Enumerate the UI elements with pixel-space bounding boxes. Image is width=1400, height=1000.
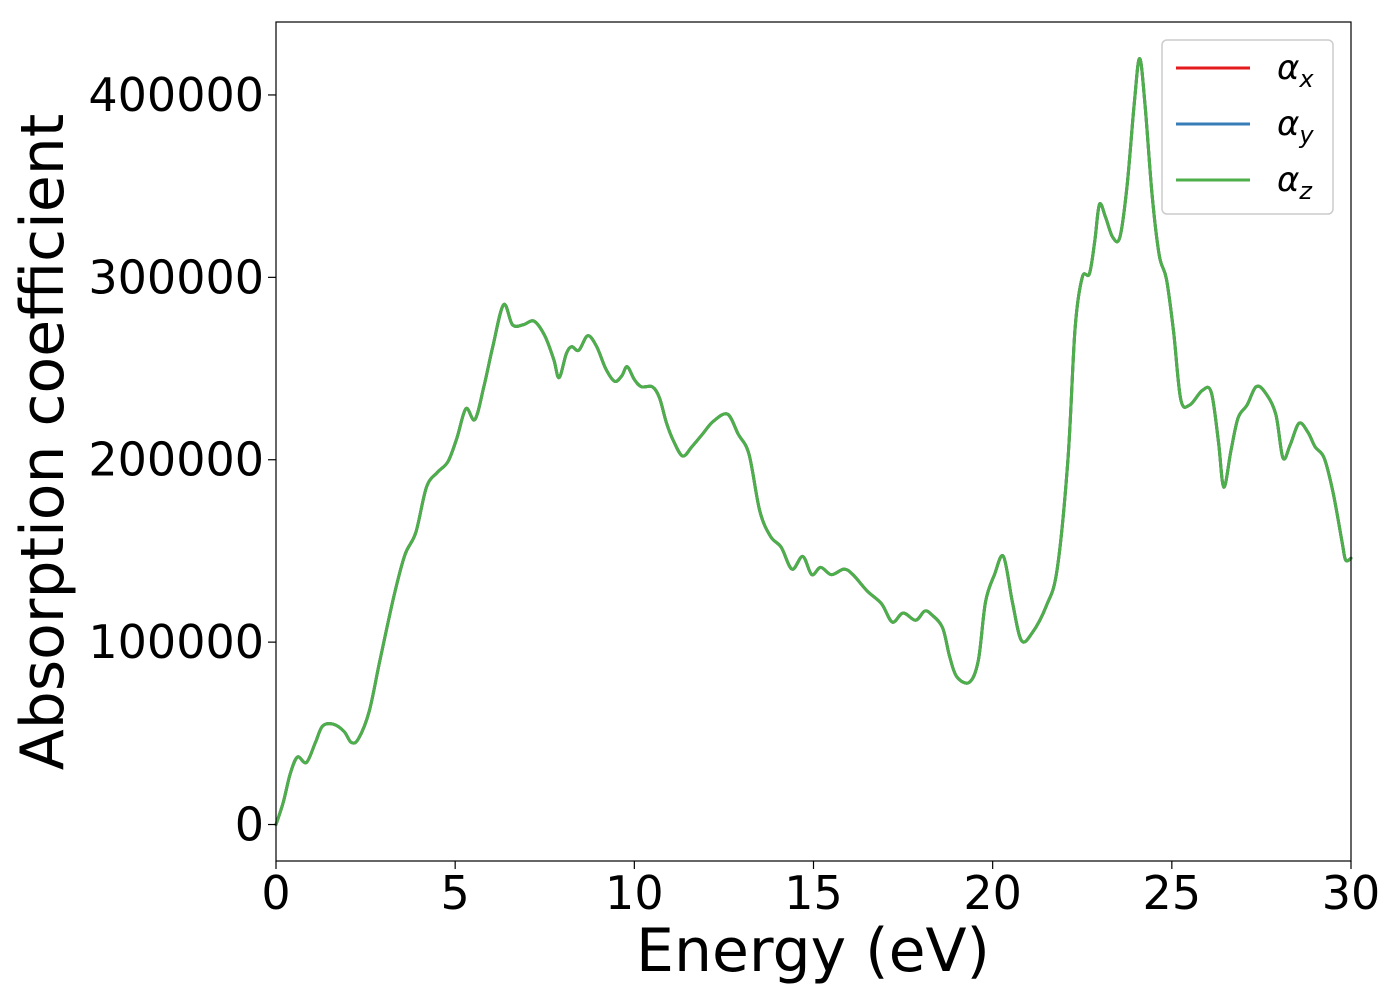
legend-label-z: αz — [1277, 160, 1313, 205]
x-tick-label: 0 — [261, 866, 290, 920]
legend-label-y: αy — [1277, 104, 1314, 149]
y-axis-title: Absorption coefficient — [8, 114, 78, 771]
x-axis-title: Energy (eV) — [636, 916, 990, 986]
y-tick-label: 0 — [235, 798, 264, 852]
x-tick-label: 10 — [605, 866, 664, 920]
x-axis-ticks: 0 5 10 15 20 25 30 — [261, 861, 1380, 920]
legend: αx αy αz — [1161, 39, 1334, 215]
x-tick-label: 20 — [963, 866, 1022, 920]
x-tick-label: 25 — [1143, 866, 1202, 920]
y-axis-ticks: 0 100000 200000 300000 400000 — [88, 68, 276, 852]
x-tick-label: 5 — [441, 866, 470, 920]
y-tick-label: 300000 — [88, 250, 264, 304]
series-layer — [274, 56, 1353, 827]
legend-box — [1161, 39, 1334, 215]
y-tick-label: 100000 — [88, 615, 264, 669]
y-tick-label: 200000 — [88, 433, 264, 487]
y-tick-label: 400000 — [88, 68, 264, 122]
legend-label-x: αx — [1277, 48, 1314, 93]
series-line-z — [274, 56, 1353, 827]
x-tick-label: 15 — [784, 866, 843, 920]
x-tick-label: 30 — [1322, 866, 1381, 920]
legend-items: αx αy αz — [1176, 48, 1314, 205]
